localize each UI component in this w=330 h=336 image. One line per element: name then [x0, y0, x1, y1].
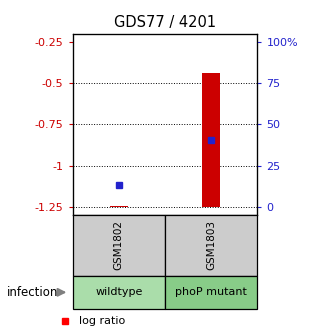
Bar	[73, 276, 165, 309]
Title: GDS77 / 4201: GDS77 / 4201	[114, 15, 216, 30]
Bar	[110, 206, 128, 207]
Text: log ratio: log ratio	[79, 317, 125, 326]
Bar	[165, 276, 257, 309]
Bar	[73, 215, 165, 276]
Bar	[165, 215, 257, 276]
Text: wildtype: wildtype	[95, 287, 143, 297]
Text: infection: infection	[7, 286, 58, 299]
Text: GSM1803: GSM1803	[206, 220, 216, 270]
Text: phoP mutant: phoP mutant	[175, 287, 247, 297]
Bar	[202, 73, 220, 207]
Text: GSM1802: GSM1802	[114, 220, 124, 270]
